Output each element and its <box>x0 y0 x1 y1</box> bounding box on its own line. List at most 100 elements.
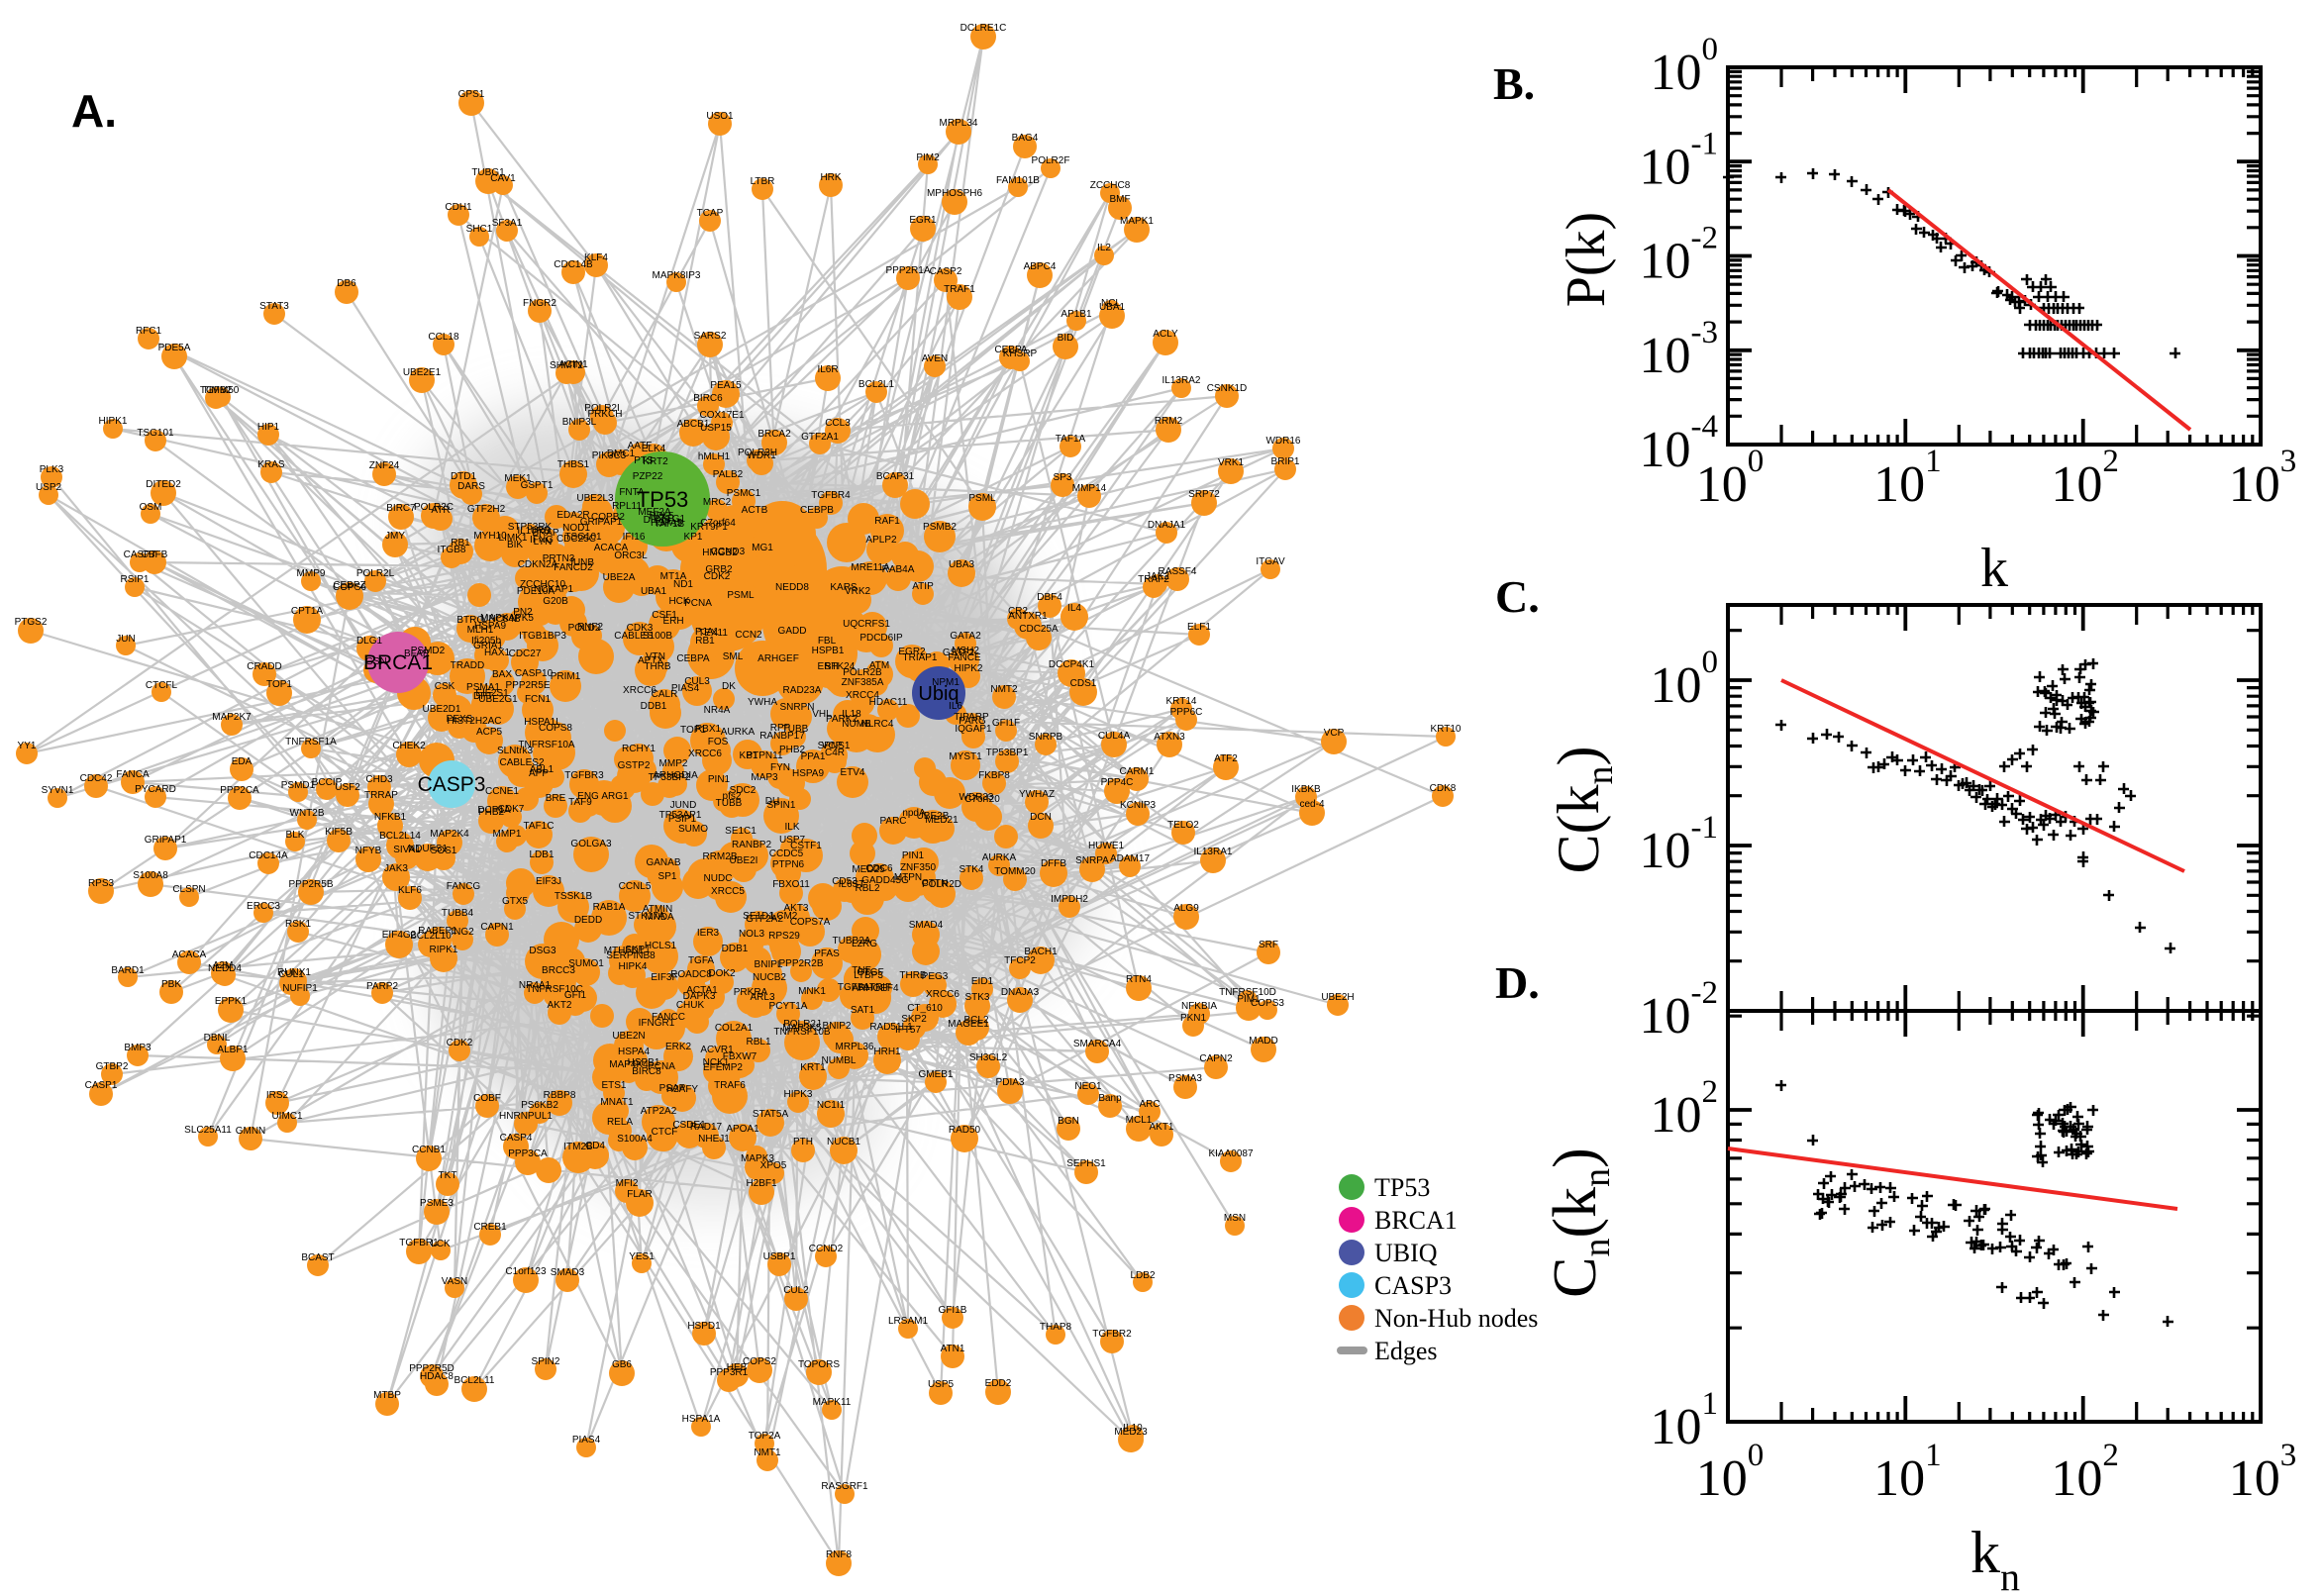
svg-text:GTBP2: GTBP2 <box>96 1061 129 1072</box>
svg-text:PPA1: PPA1 <box>801 751 826 762</box>
svg-text:PRKRA: PRKRA <box>734 987 768 998</box>
svg-text:PPP3R1: PPP3R1 <box>710 1367 749 1378</box>
svg-text:EGR2: EGR2 <box>898 647 926 657</box>
svg-text:TKT: TKT <box>439 1170 457 1181</box>
svg-text:MSH2: MSH2 <box>952 646 979 656</box>
svg-text:GFI1F: GFI1F <box>992 718 1020 729</box>
svg-text:RAD51L1: RAD51L1 <box>869 1022 913 1033</box>
svg-text:IL2: IL2 <box>1097 243 1111 253</box>
svg-text:MAP4K4: MAP4K4 <box>609 1059 649 1070</box>
svg-text:DNAJA1: DNAJA1 <box>1148 520 1186 531</box>
svg-text:LYN: LYN <box>534 537 553 548</box>
svg-text:USP2: USP2 <box>36 482 62 493</box>
svg-text:EID1: EID1 <box>971 976 994 987</box>
svg-text:NCKAP1: NCKAP1 <box>534 584 573 595</box>
svg-text:MTBP: MTBP <box>373 1390 401 1401</box>
svg-text:KRT9P1: KRT9P1 <box>690 522 728 533</box>
svg-text:FANCE: FANCE <box>948 652 981 663</box>
svg-text:MYST1: MYST1 <box>949 751 982 762</box>
svg-text:NUCB1: NUCB1 <box>827 1137 860 1147</box>
svg-text:LTBR: LTBR <box>751 176 775 187</box>
svg-text:A2M: A2M <box>213 960 234 971</box>
svg-text:CDK8: CDK8 <box>1430 783 1457 794</box>
svg-text:USO1: USO1 <box>706 111 734 122</box>
svg-text:FNTA: FNTA <box>619 487 645 498</box>
svg-text:ATP2A2: ATP2A2 <box>641 1106 677 1117</box>
svg-text:PJA1: PJA1 <box>695 627 719 638</box>
svg-text:PPP2R5B: PPP2R5B <box>288 879 333 890</box>
svg-text:KRT14: KRT14 <box>1166 696 1197 707</box>
svg-text:PIM2: PIM2 <box>916 152 940 163</box>
svg-text:MEF2A: MEF2A <box>638 507 671 518</box>
svg-text:YWHA: YWHA <box>748 697 777 708</box>
svg-text:CDC25C: CDC25C <box>556 534 596 545</box>
svg-text:YES1: YES1 <box>629 1251 655 1262</box>
svg-text:CASP1: CASP1 <box>85 1080 118 1091</box>
svg-text:BRCC3: BRCC3 <box>542 965 575 976</box>
svg-text:WDR16: WDR16 <box>1265 436 1300 447</box>
svg-text:GFI1B: GFI1B <box>939 1305 967 1316</box>
svg-text:MAPK8IP3: MAPK8IP3 <box>653 270 701 281</box>
svg-text:CEBPZ: CEBPZ <box>333 580 365 591</box>
svg-text:BGN: BGN <box>1058 1116 1079 1127</box>
svg-text:DNAJA3: DNAJA3 <box>1001 987 1040 998</box>
svg-text:RPP: RPP <box>770 723 791 734</box>
svg-text:MNDA: MNDA <box>645 912 674 923</box>
svg-text:GMNN: GMNN <box>236 1126 266 1137</box>
svg-text:BCAST: BCAST <box>301 1252 334 1263</box>
svg-text:VCP: VCP <box>1324 728 1345 739</box>
svg-text:CCNB1: CCNB1 <box>412 1145 446 1155</box>
svg-text:SERPINB8: SERPINB8 <box>606 950 656 961</box>
svg-text:HSPA9: HSPA9 <box>792 768 824 779</box>
svg-text:TAF1B: TAF1B <box>655 519 685 530</box>
svg-text:HIST2H2AC: HIST2H2AC <box>447 716 501 727</box>
svg-text:PPP2R2B: PPP2R2B <box>778 958 823 969</box>
svg-text:CDC6: CDC6 <box>865 863 893 874</box>
svg-text:KLF6: KLF6 <box>398 885 422 896</box>
svg-text:UBE2G1: UBE2G1 <box>478 694 518 705</box>
svg-text:TNFRSF10D: TNFRSF10D <box>1219 987 1276 998</box>
svg-text:STAT5A: STAT5A <box>753 1109 789 1120</box>
svg-text:CLSPN: CLSPN <box>172 884 205 895</box>
svg-text:TRAF1: TRAF1 <box>944 284 975 295</box>
svg-text:MED21: MED21 <box>925 815 959 826</box>
svg-text:WNT2B: WNT2B <box>290 808 325 819</box>
svg-text:DCLRE1C: DCLRE1C <box>960 23 1007 34</box>
svg-text:HSPA5: HSPA5 <box>651 518 682 529</box>
svg-text:HSPB1: HSPB1 <box>628 1057 660 1068</box>
svg-text:PIN1: PIN1 <box>902 850 925 861</box>
svg-text:SMAD3: SMAD3 <box>551 1267 585 1278</box>
svg-text:BRCA1: BRCA1 <box>1374 1206 1458 1235</box>
svg-text:APLP2: APLP2 <box>865 535 897 546</box>
svg-text:PLK3: PLK3 <box>40 464 64 475</box>
svg-text:GRIPAP1: GRIPAP1 <box>580 517 623 528</box>
svg-text:UBE2L3: UBE2L3 <box>576 493 614 504</box>
svg-text:HIPK2: HIPK2 <box>955 663 983 674</box>
svg-text:XRCC6: XRCC6 <box>688 748 722 759</box>
svg-text:ORC3L: ORC3L <box>614 550 648 561</box>
svg-text:ACLY: ACLY <box>1153 329 1178 340</box>
svg-text:TAF1A: TAF1A <box>1056 434 1086 445</box>
svg-text:pfs2: pfs2 <box>723 791 742 802</box>
svg-text:RSK1: RSK1 <box>285 919 312 930</box>
svg-text:PCNA: PCNA <box>648 1061 675 1072</box>
svg-text:EIF2S1: EIF2S1 <box>475 688 509 699</box>
svg-text:BRIP1: BRIP1 <box>1271 456 1300 467</box>
svg-text:ARC: ARC <box>1139 1099 1160 1110</box>
svg-text:CUL1: CUL1 <box>278 969 304 980</box>
svg-text:GTX5: GTX5 <box>502 896 529 907</box>
svg-text:CCND2: CCND2 <box>809 1244 844 1254</box>
svg-text:CRADD: CRADD <box>247 661 282 672</box>
svg-text:IL13RA2: IL13RA2 <box>1162 375 1201 386</box>
svg-text:BNIP2: BNIP2 <box>823 1021 852 1032</box>
svg-text:MT1A: MT1A <box>660 571 687 582</box>
svg-text:RB1: RB1 <box>451 538 470 549</box>
svg-text:UBE2I: UBE2I <box>730 855 758 866</box>
svg-text:SUMO: SUMO <box>678 824 708 835</box>
svg-text:PRIM1: PRIM1 <box>551 671 581 682</box>
svg-text:NEO1: NEO1 <box>1074 1081 1102 1092</box>
svg-text:P(k): P(k) <box>1556 212 1617 307</box>
svg-text:CASP3: CASP3 <box>418 773 486 796</box>
svg-text:TRIAP1: TRIAP1 <box>902 652 937 663</box>
svg-text:DK: DK <box>722 681 736 692</box>
